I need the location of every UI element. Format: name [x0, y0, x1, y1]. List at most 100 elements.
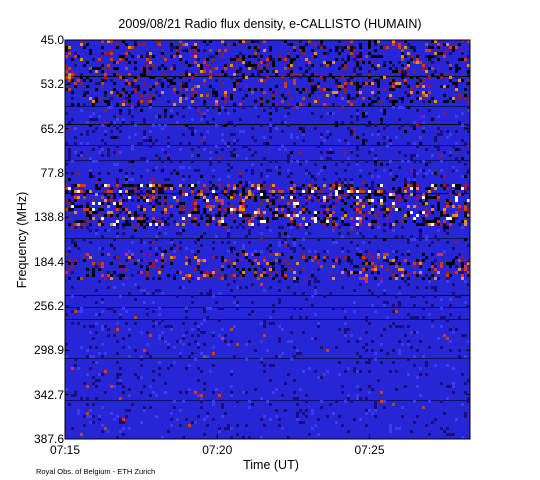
heatmap-cell: [251, 301, 254, 304]
heatmap-cell: [263, 157, 266, 160]
heatmap-cell: [293, 241, 296, 244]
heatmap-cell: [428, 400, 431, 403]
heatmap-cell: [80, 184, 83, 187]
heatmap-cell: [65, 271, 68, 274]
heatmap-cell: [233, 82, 236, 85]
heatmap-cell: [425, 235, 428, 238]
heatmap-cell: [377, 55, 380, 58]
heatmap-cell: [221, 265, 224, 268]
heatmap-cell: [434, 418, 437, 421]
heatmap-cell: [248, 88, 251, 91]
heatmap-cell: [389, 142, 392, 145]
heatmap-cell: [272, 322, 275, 325]
heatmap-cell: [311, 88, 314, 91]
heatmap-cell: [122, 232, 125, 235]
heatmap-cell: [449, 385, 452, 388]
heatmap-cell: [467, 283, 470, 286]
heatmap-cell: [101, 70, 104, 73]
heatmap-cell: [191, 277, 194, 280]
heatmap-cell: [65, 355, 68, 358]
heatmap-cell: [113, 310, 116, 313]
heatmap-cell: [65, 163, 68, 166]
heatmap-cell: [383, 112, 386, 115]
heatmap-cell: [107, 190, 110, 193]
heatmap-cell: [65, 343, 68, 346]
heatmap-cell: [362, 262, 365, 265]
heatmap-cell: [167, 100, 170, 103]
heatmap-cell: [455, 217, 458, 220]
heatmap-cell: [107, 229, 110, 232]
heatmap-cell: [164, 391, 167, 394]
heatmap-cell: [215, 268, 218, 271]
heatmap-cell: [374, 415, 377, 418]
heatmap-cell: [239, 172, 242, 175]
heatmap-cell: [107, 214, 110, 217]
heatmap-cell: [74, 211, 77, 214]
heatmap-cell: [182, 43, 185, 46]
heatmap-cell: [149, 61, 152, 64]
heatmap-cell: [269, 55, 272, 58]
heatmap-cell: [434, 187, 437, 190]
heatmap-cell: [74, 82, 77, 85]
heatmap-cell: [152, 265, 155, 268]
heatmap-cell: [422, 277, 425, 280]
heatmap-cell: [413, 175, 416, 178]
heatmap-cell: [137, 217, 140, 220]
heatmap-cell: [443, 100, 446, 103]
heatmap-cell: [326, 217, 329, 220]
heatmap-cell: [239, 88, 242, 91]
heatmap-cell: [425, 301, 428, 304]
heatmap-cell: [317, 172, 320, 175]
heatmap-cell: [161, 49, 164, 52]
heatmap-cell: [419, 235, 422, 238]
heatmap-cell: [299, 151, 302, 154]
heatmap-cell: [305, 190, 308, 193]
heatmap-cell: [323, 52, 326, 55]
heatmap-cell: [359, 388, 362, 391]
heatmap-cell: [455, 115, 458, 118]
heatmap-cell: [407, 184, 410, 187]
heatmap-cell: [167, 223, 170, 226]
heatmap-cell: [170, 418, 173, 421]
heatmap-cell: [272, 61, 275, 64]
heatmap-cell: [212, 418, 215, 421]
heatmap-cell: [170, 412, 173, 415]
heatmap-stripe: [65, 307, 470, 308]
heatmap-cell: [374, 67, 377, 70]
heatmap-cell: [104, 79, 107, 82]
heatmap-cell: [86, 226, 89, 229]
heatmap-cell: [140, 157, 143, 160]
heatmap-cell: [197, 169, 200, 172]
heatmap-cell: [410, 154, 413, 157]
heatmap-cell: [77, 196, 80, 199]
heatmap-cell: [413, 217, 416, 220]
heatmap-cell: [461, 193, 464, 196]
heatmap-cell: [431, 241, 434, 244]
heatmap-cell: [287, 277, 290, 280]
heatmap-cell: [338, 82, 341, 85]
heatmap-cell: [347, 79, 350, 82]
heatmap-cell: [206, 106, 209, 109]
heatmap-cell: [461, 226, 464, 229]
heatmap-cell: [398, 61, 401, 64]
heatmap-cell: [335, 91, 338, 94]
heatmap-cell: [98, 352, 101, 355]
heatmap-cell: [98, 214, 101, 217]
heatmap-cell: [368, 211, 371, 214]
heatmap-cell: [92, 160, 95, 163]
heatmap-cell: [350, 103, 353, 106]
heatmap-cell: [446, 184, 449, 187]
heatmap-cell: [362, 142, 365, 145]
heatmap-cell: [269, 124, 272, 127]
heatmap-cell: [275, 271, 278, 274]
heatmap-cell: [320, 142, 323, 145]
heatmap-cell: [317, 253, 320, 256]
heatmap-cell: [464, 214, 467, 217]
heatmap-cell: [128, 160, 131, 163]
heatmap-cell: [230, 274, 233, 277]
heatmap-cell: [368, 322, 371, 325]
heatmap-cell: [116, 118, 119, 121]
heatmap-cell: [332, 187, 335, 190]
y-tick-label: 53.2: [40, 77, 64, 92]
heatmap-cell: [413, 238, 416, 241]
